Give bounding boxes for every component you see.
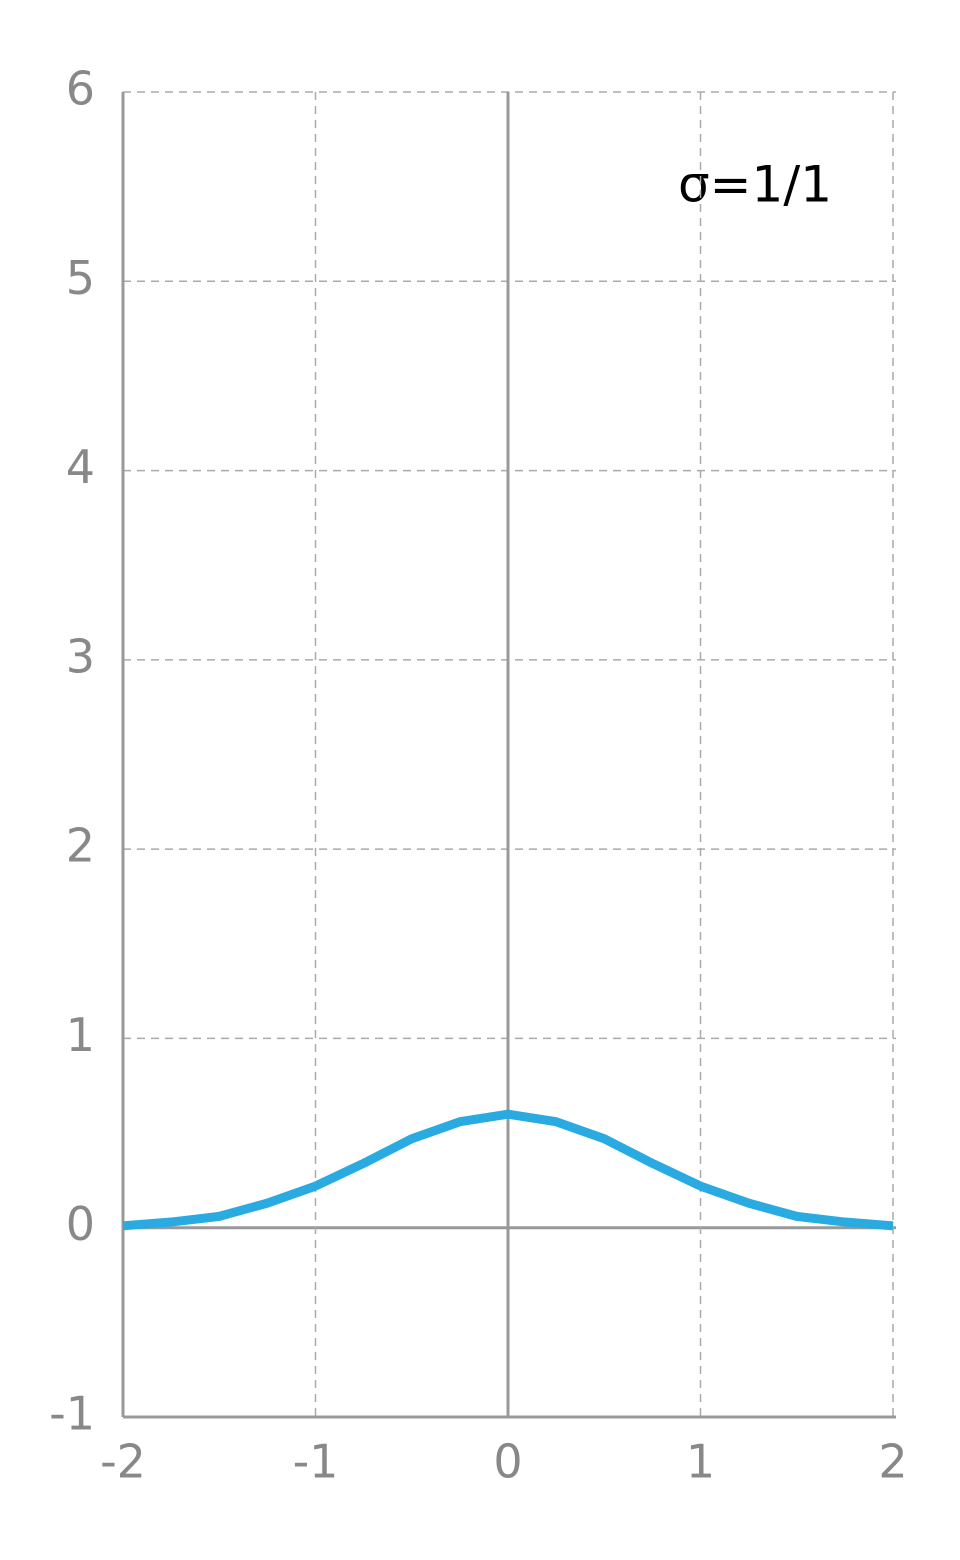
x-tick-label: 0 <box>493 1435 522 1489</box>
x-tick-label: -1 <box>293 1435 339 1489</box>
x-tick-label: 1 <box>686 1435 715 1489</box>
y-tick-label: 4 <box>66 440 95 494</box>
y-tick-label: 5 <box>66 251 95 305</box>
y-tick-label: 1 <box>66 1008 95 1062</box>
y-tick-label: 0 <box>66 1197 95 1251</box>
x-tick-label: 2 <box>878 1435 907 1489</box>
y-tick-label: 6 <box>66 62 95 116</box>
y-tick-label: 3 <box>66 629 95 683</box>
line <box>122 1109 894 1231</box>
x-tick-label: -2 <box>100 1435 146 1489</box>
y-tick-label: 2 <box>66 819 95 873</box>
annotation: σ=1/1 <box>678 156 832 214</box>
y-tick-label: -1 <box>49 1387 95 1441</box>
